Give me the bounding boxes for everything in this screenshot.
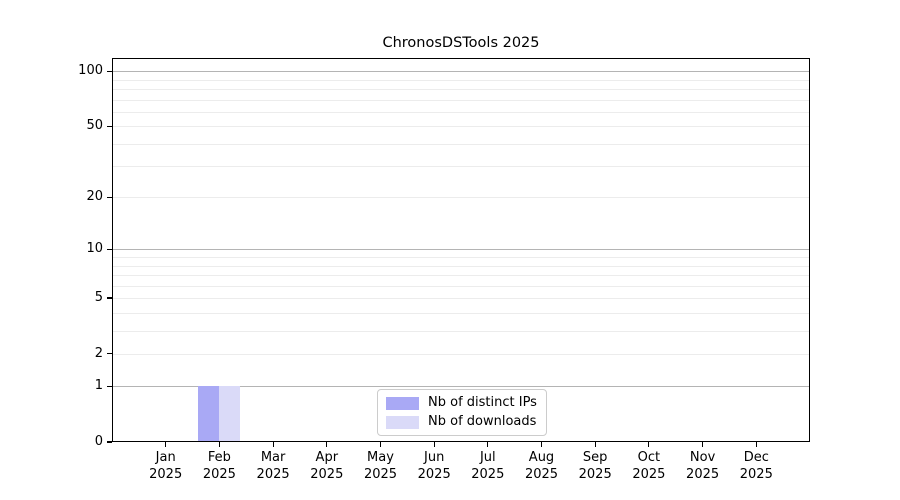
gridline-minor [112, 353, 810, 355]
x-tick-year: 2025 [632, 466, 666, 482]
x-axis-tick-mark [272, 442, 274, 447]
x-tick-month: Aug [528, 450, 555, 465]
y-axis-tick-mark [107, 125, 112, 127]
gridline-major [112, 249, 810, 251]
x-tick-month: Jul [479, 450, 496, 465]
gridline-major [112, 386, 810, 388]
x-tick-year: 2025 [739, 466, 773, 482]
x-axis-tick-mark [165, 442, 167, 447]
bar-nb-of-distinct-ips [198, 386, 220, 442]
x-tick-month: Apr [315, 450, 339, 465]
y-axis-tick-mark [107, 196, 112, 198]
y-axis-tick-label: 20 [86, 189, 103, 205]
x-axis-tick-label: Sep 2025 [568, 450, 622, 483]
gridline-minor [112, 285, 810, 287]
x-axis-tick-label: Nov 2025 [676, 450, 730, 483]
y-axis-tick-label: 10 [86, 241, 103, 257]
x-tick-month: Nov [689, 450, 716, 465]
gridline-major [112, 71, 810, 73]
x-axis-tick-label: Jan 2025 [139, 450, 193, 483]
y-axis-tick-mark [107, 248, 112, 250]
gridline-minor [112, 257, 810, 258]
x-axis-tick-label: Mar 2025 [246, 450, 300, 483]
x-axis-tick-label: Aug 2025 [515, 450, 569, 483]
y-axis-tick-label: 100 [78, 63, 103, 79]
x-axis-tick-mark [648, 442, 650, 447]
gridline-minor [112, 79, 810, 81]
x-tick-year: 2025 [417, 466, 451, 482]
x-tick-month: Jan [155, 450, 176, 465]
gridline-minor [112, 312, 810, 314]
x-axis-tick-mark [487, 442, 489, 447]
gridline-minor [112, 274, 810, 276]
x-axis-tick-label: Oct 2025 [622, 450, 676, 483]
y-axis-tick-label: 5 [94, 290, 103, 305]
gridline-minor [112, 126, 810, 128]
chart-title: ChronosDSTools 2025 [382, 35, 540, 51]
x-axis-tick-mark [218, 442, 220, 447]
legend: Nb of distinct IPs Nb of downloads [377, 389, 547, 436]
x-tick-year: 2025 [310, 466, 344, 482]
x-axis-tick-label: Apr 2025 [300, 450, 354, 483]
x-axis-tick-mark [702, 442, 704, 447]
x-tick-month: Sep [582, 450, 608, 465]
gridline-minor [112, 99, 810, 101]
x-axis-tick-mark [433, 442, 435, 447]
x-tick-month: May [367, 450, 394, 465]
x-axis-tick-mark [379, 442, 382, 447]
y-axis-tick-label: 2 [94, 345, 103, 361]
gridline-minor [112, 265, 810, 267]
gridline-minor [112, 330, 810, 332]
x-tick-year: 2025 [363, 466, 398, 482]
gridline-minor [112, 197, 810, 199]
y-axis-tick-label: 0 [94, 434, 103, 449]
y-axis-tick-mark [107, 70, 112, 72]
bar-nb-of-downloads [219, 386, 241, 442]
legend-item-distinct-ips: Nb of distinct IPs [386, 395, 537, 411]
x-tick-year: 2025 [471, 466, 505, 482]
x-tick-year: 2025 [256, 466, 290, 482]
x-tick-year: 2025 [686, 466, 720, 482]
legend-label-downloads: Nb of downloads [428, 414, 537, 429]
distinct-ips-swatch-icon [386, 396, 419, 410]
x-tick-month: Jun [424, 450, 445, 465]
downloads-swatch-icon [386, 415, 419, 429]
y-axis-tick-label: 1 [94, 378, 103, 394]
x-axis-tick-mark [594, 442, 596, 447]
x-axis-tick-label: Dec 2025 [729, 450, 783, 483]
x-axis-tick-mark [540, 442, 543, 447]
y-axis-tick-mark [107, 297, 112, 299]
legend-label-distinct-ips: Nb of distinct IPs [428, 395, 537, 410]
x-axis-tick-mark [755, 442, 757, 447]
gridline-minor [112, 298, 810, 299]
x-tick-year: 2025 [202, 466, 236, 482]
x-tick-month: Mar [260, 450, 286, 465]
x-axis-tick-label: May 2025 [354, 450, 408, 483]
gridline-minor [112, 88, 810, 90]
x-axis-tick-label: Feb 2025 [192, 450, 246, 483]
y-axis-tick-mark [107, 441, 112, 443]
x-axis-tick-mark [326, 442, 328, 447]
y-axis-tick-mark [107, 353, 112, 355]
x-tick-year: 2025 [524, 466, 559, 482]
x-tick-month: Oct [637, 450, 661, 465]
x-axis-tick-label: Jul 2025 [461, 450, 515, 483]
x-tick-year: 2025 [578, 466, 612, 482]
gridline-minor [112, 111, 810, 113]
y-axis-tick-label: 50 [86, 118, 103, 134]
legend-item-downloads: Nb of downloads [386, 414, 537, 430]
x-axis-tick-label: Jun 2025 [407, 450, 461, 483]
x-tick-month: Feb [207, 450, 231, 465]
gridline-minor [112, 166, 810, 168]
x-tick-month: Dec [743, 450, 769, 465]
gridline-minor [112, 143, 810, 145]
x-tick-year: 2025 [149, 466, 183, 482]
y-axis-tick-mark [107, 385, 112, 387]
